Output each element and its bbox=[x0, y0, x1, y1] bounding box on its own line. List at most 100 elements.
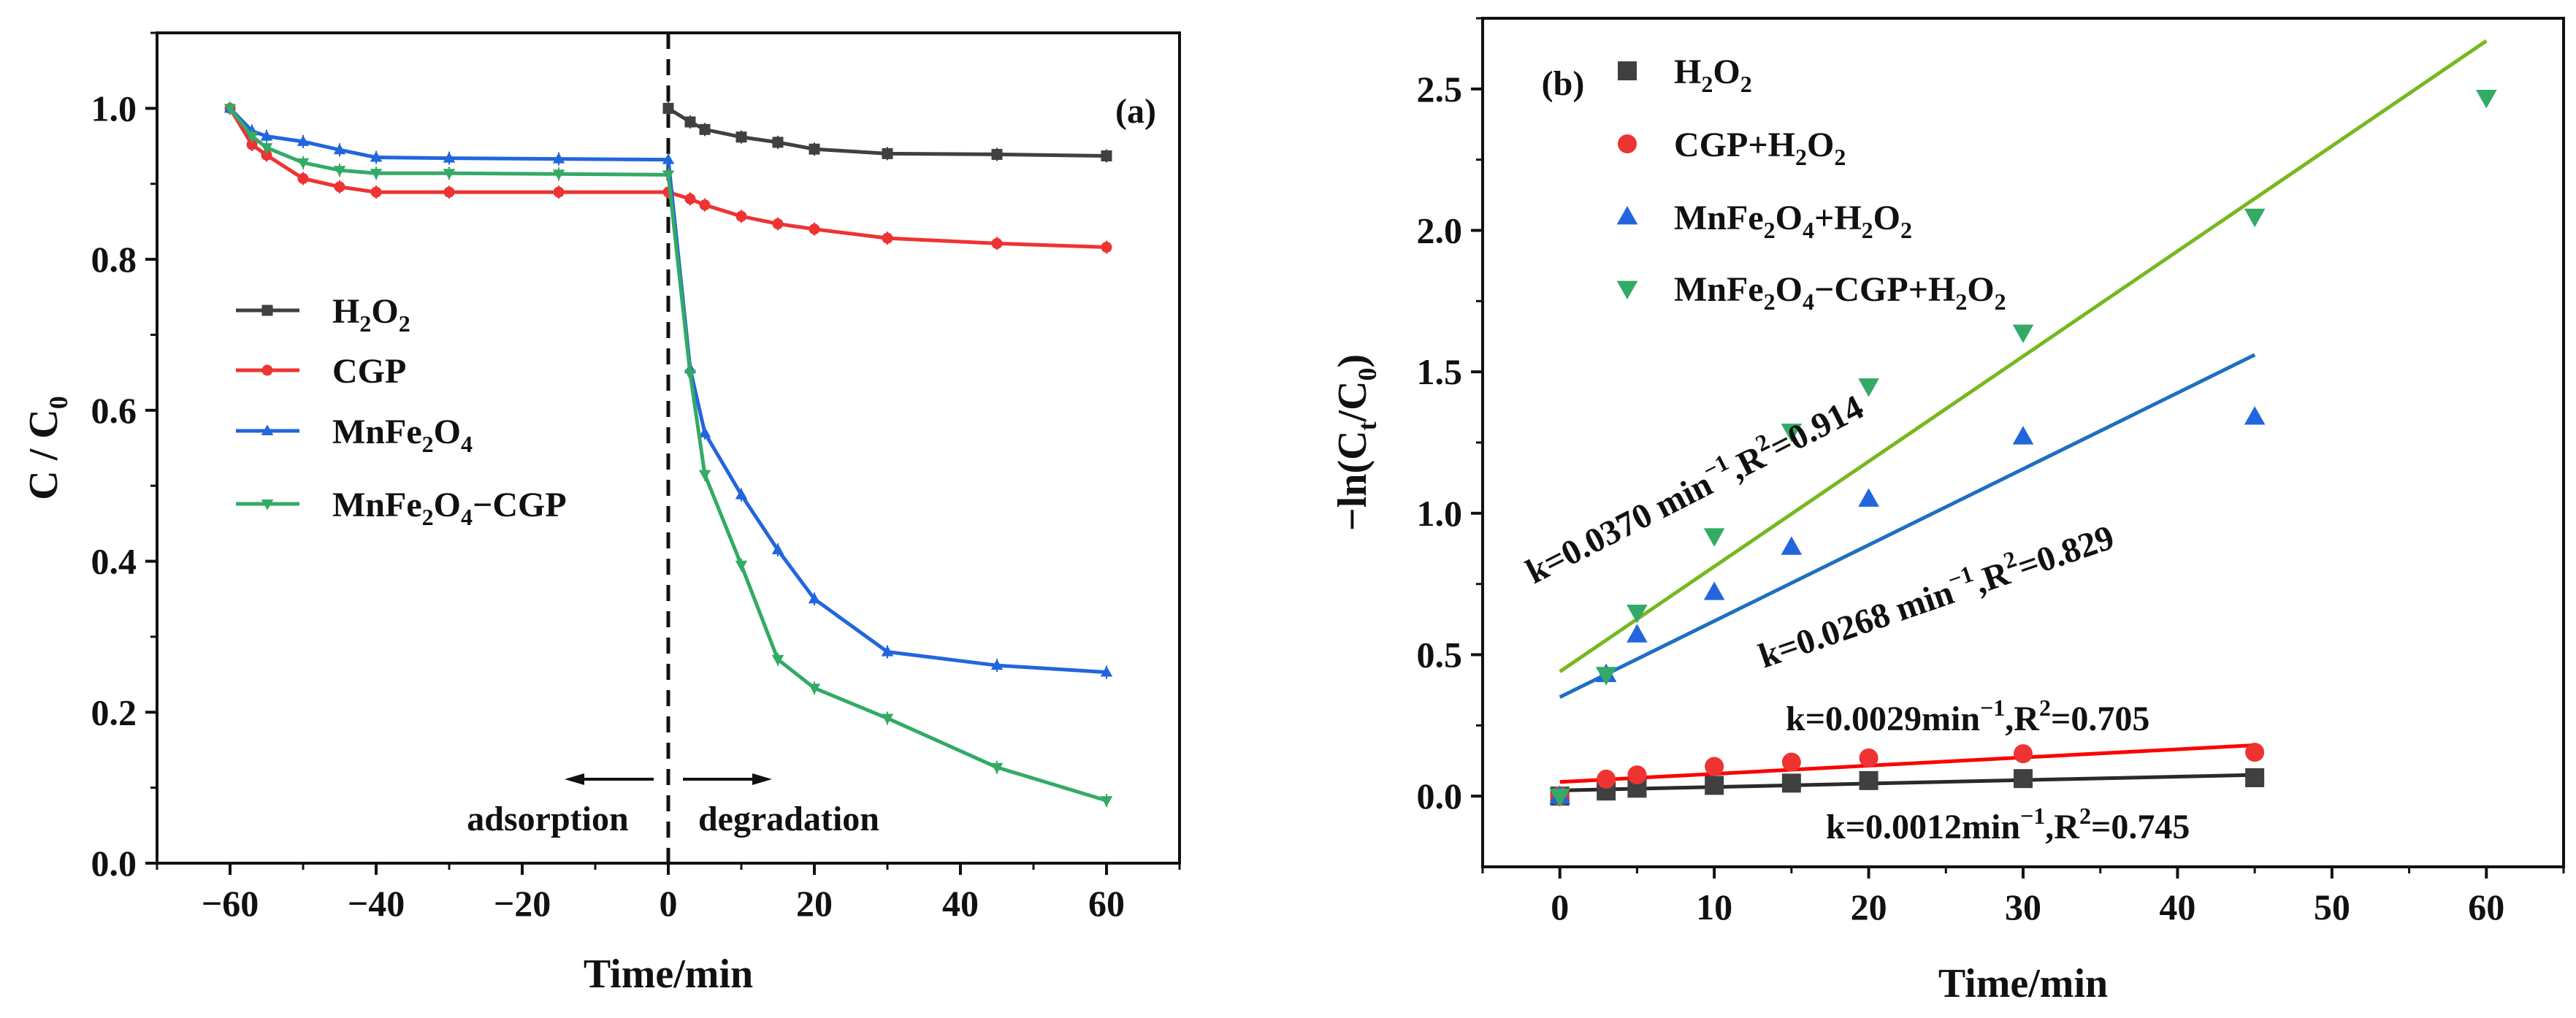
y-tick-label: 0.2 bbox=[91, 692, 137, 732]
legend-marker bbox=[261, 424, 274, 435]
series-a-h2o2 bbox=[662, 102, 1112, 163]
data-point bbox=[1101, 150, 1112, 161]
legend-label: MnFe2​O4​+H2​O2​ bbox=[1674, 199, 1912, 243]
x-tick-label: 20 bbox=[796, 883, 833, 924]
data-point bbox=[662, 102, 674, 114]
data-point bbox=[882, 232, 893, 244]
legend-marker bbox=[1618, 61, 1637, 80]
y-tick-label: 0.5 bbox=[1417, 635, 1463, 676]
x-tick-label: −60 bbox=[202, 883, 259, 924]
x-tick-label: 30 bbox=[2005, 887, 2041, 927]
panel-label-a: (a) bbox=[1115, 92, 1156, 131]
data-point bbox=[771, 543, 784, 555]
data-point bbox=[2014, 744, 2033, 764]
y-tick-label: 0.4 bbox=[91, 541, 137, 582]
data-point bbox=[1100, 665, 1113, 677]
data-point bbox=[2475, 90, 2497, 109]
data-point bbox=[771, 654, 784, 666]
legend-marker bbox=[1616, 206, 1638, 225]
series-a-cgp bbox=[224, 102, 1112, 254]
x-tick-label: −40 bbox=[348, 883, 405, 924]
data-point bbox=[370, 150, 383, 162]
data-point bbox=[1627, 605, 1648, 624]
y-axis-label-a: C / C0 bbox=[21, 396, 73, 500]
data-point bbox=[1100, 796, 1113, 807]
annotation-adsorption: adsorption bbox=[467, 800, 628, 838]
data-point bbox=[245, 131, 259, 143]
data-point bbox=[297, 135, 310, 146]
data-point bbox=[1858, 378, 1879, 397]
x-axis-label-b: Time/min bbox=[1938, 961, 2108, 1006]
arrowhead-left bbox=[565, 773, 584, 785]
data-point bbox=[809, 223, 820, 235]
data-point bbox=[297, 172, 309, 184]
data-point bbox=[882, 148, 893, 159]
data-point bbox=[1597, 769, 1616, 789]
data-point bbox=[684, 116, 696, 128]
data-point bbox=[552, 169, 565, 180]
fit-line bbox=[1559, 39, 2488, 673]
data-point bbox=[735, 210, 747, 222]
data-point bbox=[991, 237, 1003, 249]
legend-b: H2​O2​ CGP+H2​O2​ MnFe2​O4​+H2​O2​ MnFe2​O4… bbox=[1616, 53, 2006, 315]
data-point bbox=[881, 645, 894, 657]
panel-b: 0 10 20 30 40 50 60 0.0 0.5 1.0 1.5 2.0 2.5 (b) H2​O2​… bbox=[1330, 17, 2565, 1006]
data-point bbox=[260, 129, 273, 141]
legend-label: CGP+H2​O2​ bbox=[1674, 126, 1846, 170]
data-point bbox=[260, 143, 273, 154]
data-point bbox=[698, 426, 711, 437]
data-point bbox=[699, 123, 711, 135]
data-point bbox=[2244, 406, 2266, 425]
data-point bbox=[223, 104, 237, 115]
legend-marker bbox=[261, 364, 273, 376]
x-tick-label: 20 bbox=[1851, 887, 1887, 927]
data-point bbox=[443, 169, 456, 180]
data-point bbox=[809, 143, 820, 155]
legend-marker bbox=[1618, 134, 1637, 153]
x-tick-label: 0 bbox=[1551, 887, 1569, 927]
data-point bbox=[1703, 581, 1725, 600]
fit-line bbox=[1559, 743, 2255, 784]
series-b-composite bbox=[1549, 39, 2497, 808]
y-tick-label: 0.0 bbox=[1417, 776, 1463, 816]
data-point bbox=[991, 148, 1003, 160]
y-axis-label-b: −ln(Ct/C0) bbox=[1330, 354, 1382, 531]
data-point bbox=[662, 170, 675, 181]
y-tick-label: 2.0 bbox=[1417, 210, 1463, 251]
data-point bbox=[2012, 426, 2034, 445]
data-point bbox=[552, 152, 565, 164]
data-point bbox=[333, 166, 346, 177]
data-point bbox=[772, 137, 784, 148]
data-point bbox=[1101, 242, 1112, 253]
data-point bbox=[1703, 528, 1725, 547]
data-point bbox=[2012, 324, 2034, 343]
y-tick-label: 1.0 bbox=[1417, 493, 1463, 534]
data-point bbox=[443, 151, 456, 163]
data-point bbox=[1705, 757, 1724, 776]
data-point bbox=[553, 186, 565, 198]
data-point bbox=[2245, 768, 2265, 787]
data-point bbox=[1858, 488, 1879, 507]
fit-equation: k=0.0370 min−1​,R2​=0.914 bbox=[1518, 383, 1870, 592]
legend-marker bbox=[261, 500, 274, 510]
data-point bbox=[2244, 208, 2266, 228]
data-point bbox=[662, 153, 675, 164]
fit-line bbox=[1559, 353, 2256, 699]
data-point bbox=[808, 592, 821, 604]
x-tick-label: 40 bbox=[2159, 887, 2195, 927]
fit-equation: k=0.0029min−1​,R2​=0.705 bbox=[1786, 694, 2149, 738]
x-tick-label: 10 bbox=[1696, 887, 1732, 927]
data-point bbox=[735, 131, 747, 143]
data-point bbox=[1595, 667, 1617, 686]
data-point bbox=[1781, 536, 1803, 555]
data-point bbox=[684, 370, 697, 380]
data-point bbox=[443, 186, 455, 198]
arrowhead-right bbox=[752, 773, 772, 785]
legend-marker bbox=[1616, 280, 1638, 299]
data-point bbox=[1549, 788, 1571, 808]
legend-label: CGP bbox=[332, 352, 406, 391]
fit-equation: k=0.0012min−1​,R2​=0.745 bbox=[1826, 803, 2190, 846]
data-point bbox=[246, 139, 258, 150]
data-point bbox=[881, 713, 894, 725]
